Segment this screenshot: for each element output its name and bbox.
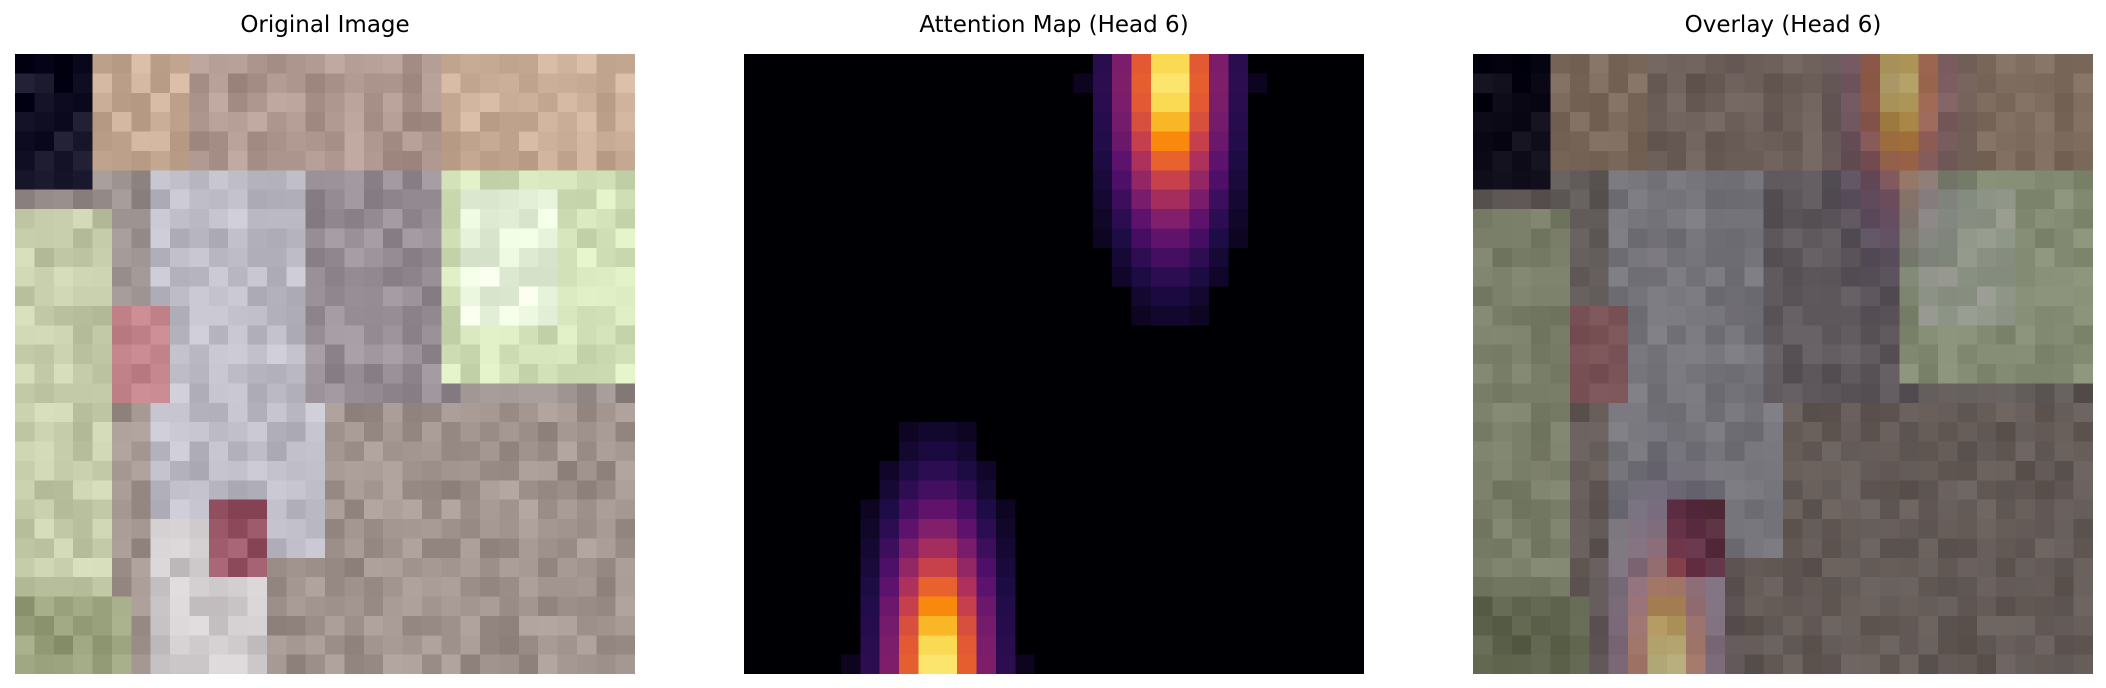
overlay-panel: Overlay (Head 6) <box>1473 0 2093 688</box>
attention-map-title: Attention Map (Head 6) <box>919 12 1189 38</box>
overlay-title: Overlay (Head 6) <box>1684 12 1882 38</box>
attention-map-panel: Attention Map (Head 6) <box>744 0 1364 688</box>
original-image <box>15 54 635 674</box>
attention-heatmap <box>744 54 1364 674</box>
original-image-panel: Original Image <box>15 0 635 688</box>
original-image-title: Original Image <box>240 12 410 38</box>
overlay-image <box>1473 54 2093 674</box>
